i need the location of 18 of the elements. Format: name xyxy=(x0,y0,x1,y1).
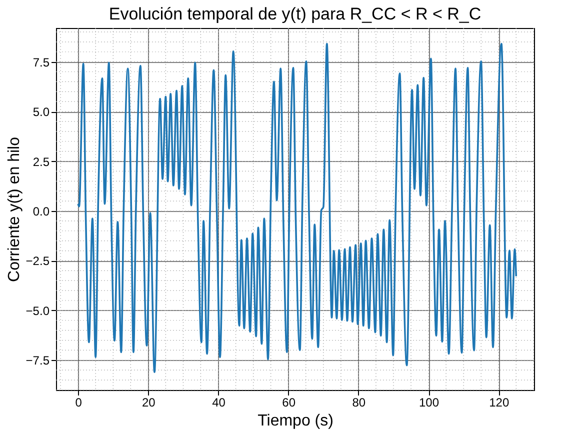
line-series xyxy=(77,42,518,373)
y-tick-label: −2.5 xyxy=(26,254,50,268)
x-tick-label: 100 xyxy=(419,396,440,410)
y-tick-label: −5.0 xyxy=(26,304,50,318)
x-tick-label: 0 xyxy=(75,396,82,410)
y-tick-label: 7.5 xyxy=(32,55,50,70)
y-tick-label: 5.0 xyxy=(32,105,50,120)
x-tick-label: 80 xyxy=(352,396,366,410)
y-tick-label: −7.5 xyxy=(26,354,50,368)
chart-title: Evolución temporal de y(t) para R_CC < R < R_C xyxy=(108,4,482,24)
y-axis-title: Corriente y(t) en hilo xyxy=(6,136,23,282)
y-tick-label: 0.0 xyxy=(32,204,50,218)
x-tick-label: 120 xyxy=(489,396,510,410)
x-tick-label: 60 xyxy=(282,396,296,410)
x-tick-label: 20 xyxy=(142,396,156,410)
x-tick-label: 40 xyxy=(212,396,226,410)
y-tick-label: 2.5 xyxy=(32,154,50,169)
x-axis-title: Tiempo (s) xyxy=(258,412,334,430)
